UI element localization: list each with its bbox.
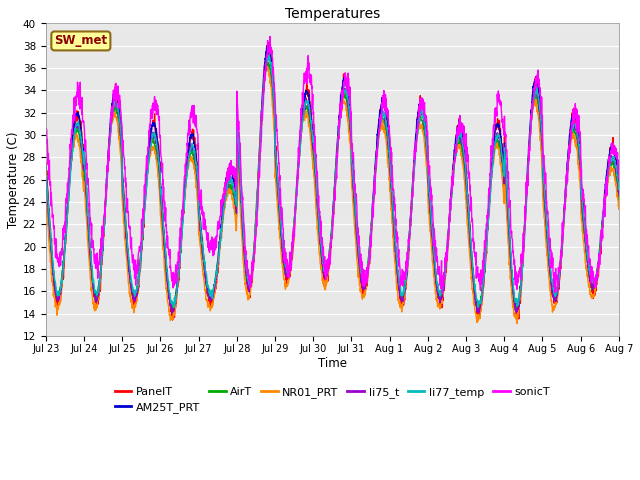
- NR01_PRT: [263, 64, 271, 70]
- li77_temp: [615, 181, 623, 187]
- li75_t: [580, 231, 588, 237]
- Legend: PanelT, AM25T_PRT, AirT, NR01_PRT, li75_t, li77_temp, sonicT: PanelT, AM25T_PRT, AirT, NR01_PRT, li75_…: [110, 382, 554, 418]
- AirT: [513, 308, 520, 313]
- Line: AirT: AirT: [45, 61, 619, 311]
- sonicT: [438, 290, 446, 296]
- li77_temp: [500, 167, 508, 173]
- X-axis label: Time: Time: [318, 357, 347, 370]
- AM25T_PRT: [264, 42, 271, 48]
- NR01_PRT: [362, 287, 369, 292]
- li75_t: [565, 156, 573, 161]
- Line: AM25T_PRT: AM25T_PRT: [45, 45, 619, 312]
- li77_temp: [580, 222, 588, 228]
- li77_temp: [42, 164, 49, 169]
- NR01_PRT: [202, 288, 209, 293]
- NR01_PRT: [513, 321, 521, 326]
- sonicT: [349, 151, 357, 156]
- li77_temp: [565, 152, 573, 158]
- AM25T_PRT: [580, 225, 588, 231]
- PanelT: [615, 180, 623, 186]
- li75_t: [500, 169, 508, 175]
- PanelT: [169, 317, 177, 323]
- AirT: [362, 280, 369, 286]
- Line: li75_t: li75_t: [45, 53, 619, 313]
- PanelT: [42, 160, 49, 166]
- AirT: [202, 276, 209, 282]
- AM25T_PRT: [615, 180, 623, 186]
- AirT: [580, 235, 588, 240]
- NR01_PRT: [580, 250, 588, 256]
- li77_temp: [362, 274, 370, 280]
- AirT: [615, 198, 623, 204]
- Y-axis label: Temperature (C): Temperature (C): [7, 132, 20, 228]
- AM25T_PRT: [168, 310, 176, 315]
- Text: SW_met: SW_met: [54, 35, 108, 48]
- PanelT: [565, 144, 573, 149]
- li77_temp: [202, 269, 210, 275]
- Title: Temperatures: Temperatures: [285, 7, 380, 21]
- li75_t: [264, 50, 272, 56]
- Line: PanelT: PanelT: [45, 42, 619, 320]
- li77_temp: [264, 52, 272, 58]
- Line: sonicT: sonicT: [45, 36, 619, 293]
- sonicT: [362, 272, 369, 278]
- PanelT: [202, 272, 210, 277]
- PanelT: [349, 172, 357, 178]
- AM25T_PRT: [362, 275, 370, 280]
- Line: NR01_PRT: NR01_PRT: [45, 67, 619, 324]
- NR01_PRT: [42, 189, 49, 195]
- li77_temp: [170, 305, 178, 311]
- AM25T_PRT: [349, 180, 357, 186]
- NR01_PRT: [565, 158, 573, 164]
- sonicT: [42, 131, 49, 136]
- PanelT: [362, 286, 370, 292]
- AM25T_PRT: [500, 160, 508, 166]
- AM25T_PRT: [565, 146, 573, 152]
- Line: li77_temp: li77_temp: [45, 55, 619, 308]
- AirT: [565, 153, 573, 159]
- li77_temp: [349, 178, 357, 183]
- NR01_PRT: [349, 202, 357, 207]
- AirT: [499, 174, 507, 180]
- AM25T_PRT: [202, 274, 210, 279]
- AirT: [349, 194, 357, 200]
- li75_t: [349, 187, 357, 193]
- li75_t: [615, 192, 623, 198]
- sonicT: [500, 126, 508, 132]
- PanelT: [500, 157, 508, 163]
- sonicT: [565, 151, 573, 157]
- NR01_PRT: [615, 206, 623, 212]
- li75_t: [202, 276, 210, 282]
- sonicT: [202, 224, 209, 230]
- AirT: [264, 58, 271, 64]
- PanelT: [580, 227, 588, 232]
- li75_t: [42, 173, 49, 179]
- sonicT: [266, 34, 274, 39]
- li75_t: [168, 310, 176, 316]
- AM25T_PRT: [42, 163, 49, 169]
- li75_t: [362, 282, 370, 288]
- AirT: [42, 179, 49, 185]
- sonicT: [615, 158, 623, 164]
- NR01_PRT: [499, 185, 507, 191]
- sonicT: [580, 204, 588, 210]
- PanelT: [265, 39, 273, 45]
